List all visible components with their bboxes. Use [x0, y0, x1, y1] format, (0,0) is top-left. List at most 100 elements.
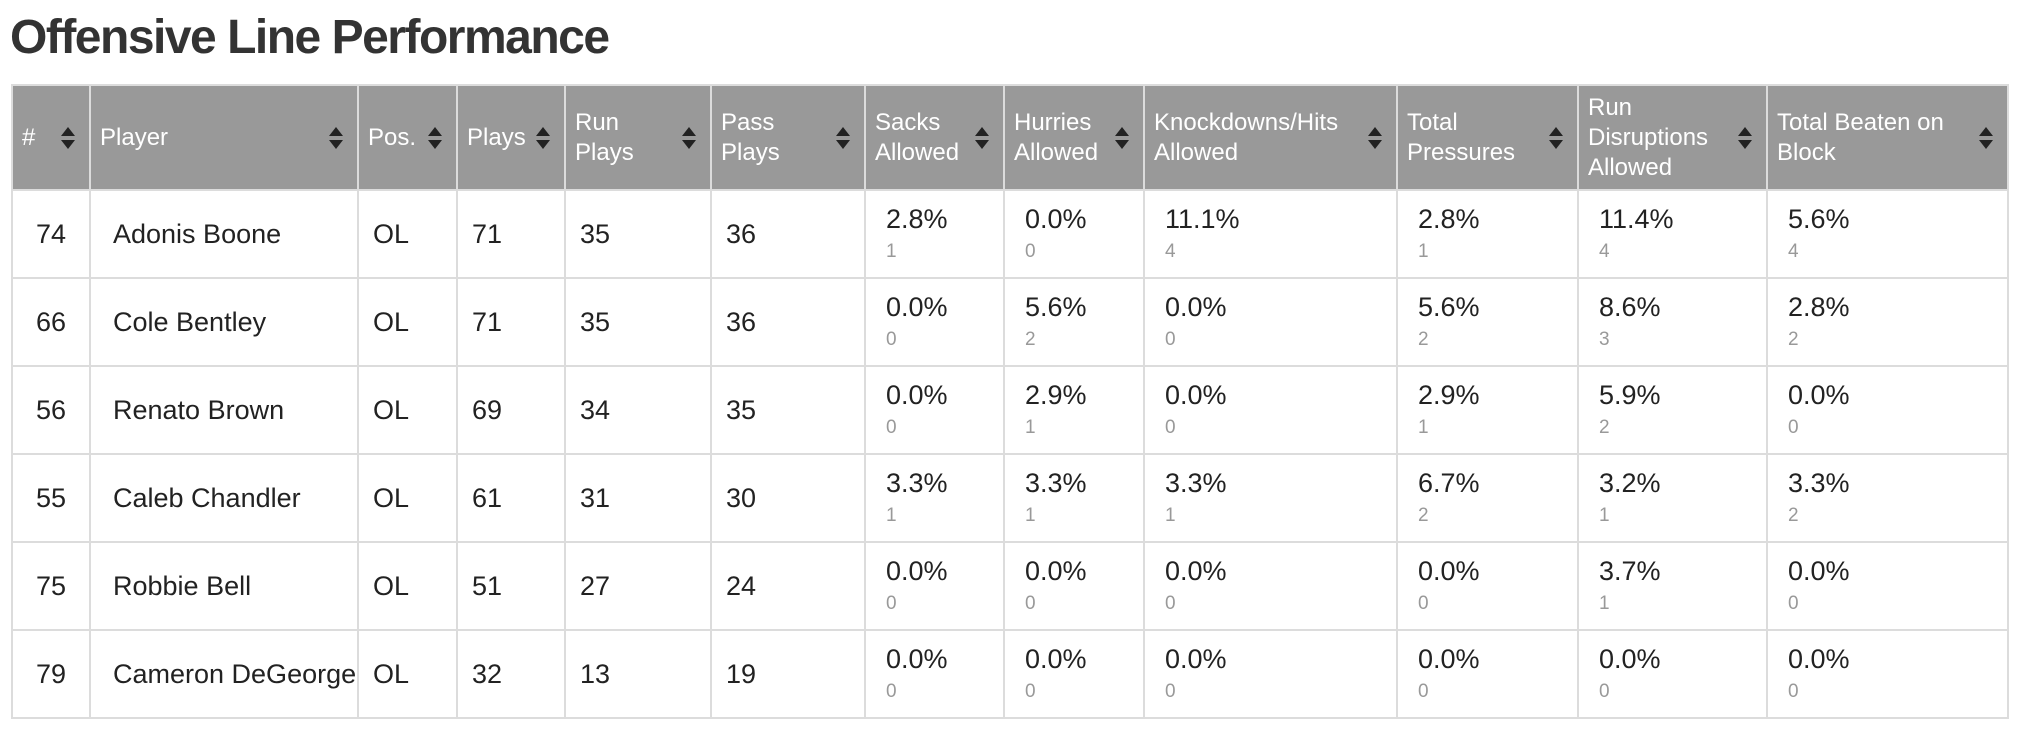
percent-value: 0.0%: [1418, 644, 1480, 674]
disruptions-cell: 3.2% 1: [1577, 453, 1768, 543]
sort-icon[interactable]: [1115, 126, 1129, 149]
count-value: 0: [1599, 681, 1610, 702]
disruptions-cell: 3.7% 1: [1577, 541, 1768, 631]
count-value: 0: [886, 681, 897, 702]
header-total-beaten[interactable]: Total Beaten on Block: [1766, 84, 2009, 191]
header-hurries-allowed[interactable]: Hurries Allowed: [1003, 84, 1145, 191]
count-value: 3: [1599, 329, 1610, 350]
player-cell: Renato Brown: [89, 365, 359, 455]
count-value: 0: [1025, 241, 1036, 262]
percent-value: 0.0%: [1418, 556, 1480, 586]
sort-icon[interactable]: [975, 126, 989, 149]
count-value: 0: [1025, 593, 1036, 614]
percent-value: 0.0%: [1599, 644, 1661, 674]
header-total-pressures[interactable]: Total Pressures: [1396, 84, 1579, 191]
sort-icon[interactable]: [428, 126, 442, 149]
hurries-cell: 0.0% 0: [1003, 629, 1145, 719]
sort-icon[interactable]: [1549, 126, 1563, 149]
run-plays-cell: 31: [564, 453, 712, 543]
count-value: 0: [1165, 593, 1176, 614]
header-pos[interactable]: Pos.: [357, 84, 458, 191]
count-value: 0: [1788, 593, 1799, 614]
sort-icon[interactable]: [836, 126, 850, 149]
header-label: Player: [100, 123, 169, 151]
header-knockdowns-allowed[interactable]: Knockdowns/Hits Allowed: [1143, 84, 1398, 191]
count-value: 0: [1165, 417, 1176, 438]
count-value: 2: [1599, 417, 1610, 438]
count-value: 1: [1025, 505, 1036, 526]
percent-value: 0.0%: [886, 556, 948, 586]
knockdowns-cell: 0.0% 0: [1143, 541, 1398, 631]
sacks-cell: 2.8% 1: [864, 189, 1005, 279]
count-value: 0: [1788, 681, 1799, 702]
pass-plays-cell: 30: [710, 453, 866, 543]
sort-icon[interactable]: [682, 126, 696, 149]
percent-value: 0.0%: [886, 292, 948, 322]
number-cell: 55: [11, 453, 91, 543]
percent-value: 5.6%: [1418, 292, 1480, 322]
percent-value: 3.3%: [1165, 468, 1227, 498]
pressures-cell: 2.9% 1: [1396, 365, 1579, 455]
percent-value: 0.0%: [886, 380, 948, 410]
header-player[interactable]: Player: [89, 84, 359, 191]
sort-icon[interactable]: [1738, 126, 1752, 149]
header-run-plays[interactable]: Run Plays: [564, 84, 712, 191]
sort-icon[interactable]: [61, 126, 75, 149]
pass-plays-cell: 24: [710, 541, 866, 631]
percent-value: 0.0%: [1788, 644, 1850, 674]
pressures-cell: 0.0% 0: [1396, 541, 1579, 631]
header-plays[interactable]: Plays: [456, 84, 566, 191]
header-pass-plays[interactable]: Pass Plays: [710, 84, 866, 191]
percent-value: 0.0%: [1025, 644, 1087, 674]
plays-cell: 69: [456, 365, 566, 455]
disruptions-cell: 11.4% 4: [1577, 189, 1768, 279]
percent-value: 3.3%: [1788, 468, 1850, 498]
sort-icon[interactable]: [1979, 126, 1993, 149]
percent-value: 8.6%: [1599, 292, 1661, 322]
count-value: 0: [1418, 681, 1429, 702]
count-value: 0: [1025, 681, 1036, 702]
percent-value: 0.0%: [886, 644, 948, 674]
count-value: 0: [1418, 593, 1429, 614]
header-run-disruptions[interactable]: Run Disruptions Allowed: [1577, 84, 1768, 191]
sacks-cell: 0.0% 0: [864, 277, 1005, 367]
number-cell: 79: [11, 629, 91, 719]
table-row: 55 Caleb Chandler OL 61 31 30 3.3% 1 3.3%…: [11, 453, 2009, 543]
sort-icon[interactable]: [1368, 126, 1382, 149]
percent-value: 0.0%: [1025, 556, 1087, 586]
table-row: 56 Renato Brown OL 69 34 35 0.0% 0 2.9% 1 …: [11, 365, 2009, 455]
plays-cell: 51: [456, 541, 566, 631]
disruptions-cell: 8.6% 3: [1577, 277, 1768, 367]
disruptions-cell: 0.0% 0: [1577, 629, 1768, 719]
player-cell: Robbie Bell: [89, 541, 359, 631]
sacks-cell: 0.0% 0: [864, 541, 1005, 631]
plays-cell: 61: [456, 453, 566, 543]
hurries-cell: 5.6% 2: [1003, 277, 1145, 367]
player-cell: Cole Bentley: [89, 277, 359, 367]
percent-value: 0.0%: [1025, 204, 1087, 234]
count-value: 4: [1165, 241, 1176, 262]
count-value: 1: [1165, 505, 1176, 526]
header-label: Total Pressures: [1407, 108, 1516, 166]
header-number[interactable]: #: [11, 84, 91, 191]
number-cell: 66: [11, 277, 91, 367]
header-sacks-allowed[interactable]: Sacks Allowed: [864, 84, 1005, 191]
header-label: #: [22, 123, 36, 151]
percent-value: 0.0%: [1165, 556, 1227, 586]
pass-plays-cell: 35: [710, 365, 866, 455]
beaten-cell: 2.8% 2: [1766, 277, 2009, 367]
player-cell: Caleb Chandler: [89, 453, 359, 543]
count-value: 2: [1025, 329, 1036, 350]
header-label: Pass Plays: [721, 108, 780, 166]
sort-icon[interactable]: [329, 126, 343, 149]
sort-icon[interactable]: [536, 126, 550, 149]
number-cell: 56: [11, 365, 91, 455]
run-plays-cell: 13: [564, 629, 712, 719]
table-row: 79 Cameron DeGeorge OL 32 13 19 0.0% 0 0.…: [11, 629, 2009, 719]
plays-cell: 71: [456, 277, 566, 367]
count-value: 1: [1025, 417, 1036, 438]
player-cell: Cameron DeGeorge: [89, 629, 359, 719]
percent-value: 0.0%: [1165, 292, 1227, 322]
percent-value: 2.9%: [1025, 380, 1087, 410]
pass-plays-cell: 19: [710, 629, 866, 719]
